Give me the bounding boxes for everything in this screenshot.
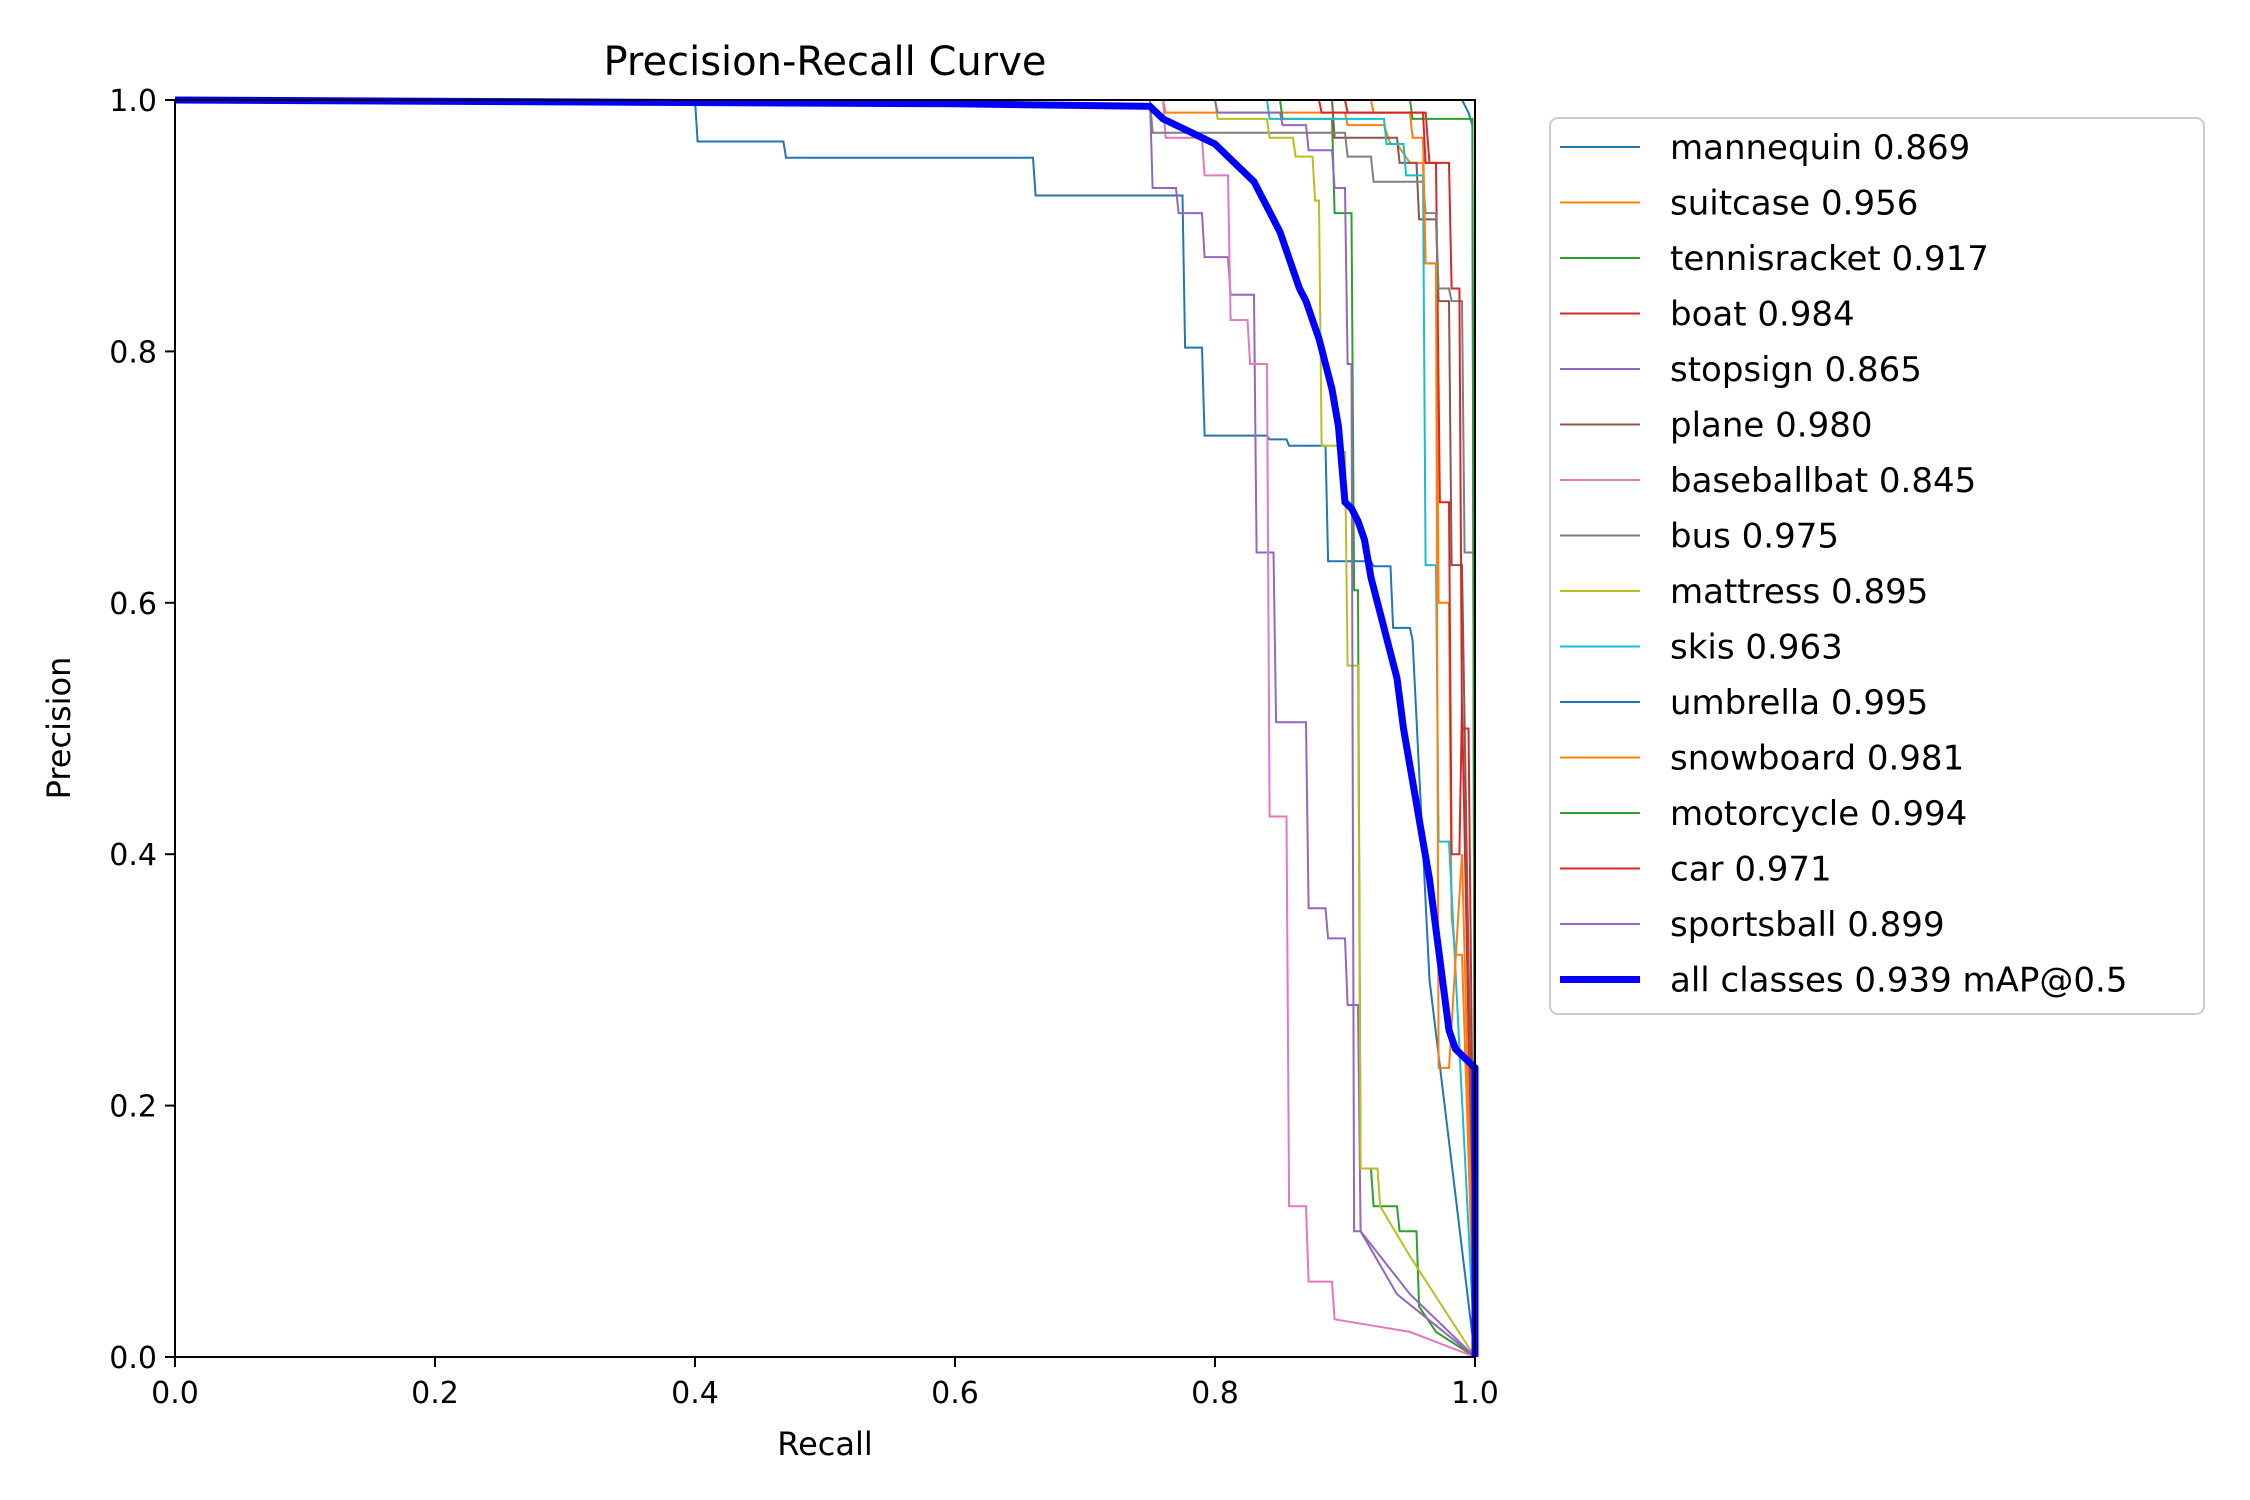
y-tick-label: 0.6: [109, 587, 157, 622]
legend-item: car 0.971: [1560, 850, 1832, 890]
legend-label: tennisracket 0.917: [1670, 239, 1989, 279]
legend-item: mannequin 0.869: [1560, 128, 1970, 168]
legend-item: plane 0.980: [1560, 406, 1872, 446]
x-tick-label: 0.4: [671, 1376, 719, 1411]
series-line-boat: [175, 99, 1476, 1358]
legend-label: motorcycle 0.994: [1670, 794, 1967, 834]
legend-item: baseballbat 0.845: [1560, 461, 1976, 501]
legend-item: umbrella 0.995: [1560, 683, 1928, 723]
legend-label: suitcase 0.956: [1670, 184, 1918, 224]
series-line-sportsball: [175, 99, 1476, 1358]
x-tick-label: 0.2: [411, 1376, 459, 1411]
legend-item: tennisracket 0.917: [1560, 239, 1989, 279]
series-line-mattress: [175, 99, 1476, 1358]
plot-area: [174, 96, 1479, 1358]
legend-item: motorcycle 0.994: [1560, 794, 1967, 834]
y-tick-label: 0.8: [109, 335, 157, 370]
legend-label: all classes 0.939 mAP@0.5: [1670, 961, 2127, 1001]
legend-label: mattress 0.895: [1670, 572, 1928, 612]
legend-item: sportsball 0.899: [1560, 905, 1945, 945]
x-tick-label: 0.8: [1191, 1376, 1239, 1411]
legend: mannequin 0.869 suitcase 0.956 tennisracke…: [1549, 117, 2205, 1015]
plot-frame: [174, 99, 1476, 1358]
legend-item: snowboard 0.981: [1560, 739, 1964, 779]
legend-label: baseballbat 0.845: [1670, 461, 1976, 501]
plot-background: [175, 100, 1475, 1357]
y-tick-label: 0.0: [109, 1341, 157, 1376]
legend-label: stopsign 0.865: [1670, 350, 1922, 390]
legend-label: car 0.971: [1670, 850, 1832, 890]
y-tick-label: 0.4: [109, 838, 157, 873]
legend-label: bus 0.975: [1670, 517, 1839, 557]
y-axis-title: Precision: [40, 657, 78, 800]
legend-label: umbrella 0.995: [1670, 683, 1928, 723]
legend-item: skis 0.963: [1560, 628, 1843, 668]
legend-label: sportsball 0.899: [1670, 905, 1945, 945]
legend-item: boat 0.984: [1560, 295, 1855, 335]
legend-label: mannequin 0.869: [1670, 128, 1970, 168]
legend-item: mattress 0.895: [1560, 572, 1928, 612]
series-line-car: [175, 99, 1476, 1358]
legend-frame: [1549, 117, 2205, 1015]
legend-item: bus 0.975: [1560, 517, 1839, 557]
x-axis: 0.0 0.2 0.4 0.6 0.8 1.0: [151, 1357, 1499, 1411]
legend-label: skis 0.963: [1670, 628, 1843, 668]
x-tick-label: 0.0: [151, 1376, 199, 1411]
legend-label: plane 0.980: [1670, 406, 1872, 446]
legend-label: snowboard 0.981: [1670, 739, 1964, 779]
series-layer: [174, 96, 1479, 1358]
x-axis-title: Recall: [777, 1425, 872, 1463]
legend-item: stopsign 0.865: [1560, 350, 1922, 390]
y-axis: 0.0 0.2 0.4 0.6 0.8 1.0: [109, 84, 175, 1376]
chart-title: Precision-Recall Curve: [604, 39, 1047, 85]
x-tick-label: 0.6: [931, 1376, 979, 1411]
legend-item: all classes 0.939 mAP@0.5: [1560, 961, 2127, 1001]
series-line-stopsign: [175, 99, 1476, 1358]
series-line-all-classes: [174, 96, 1479, 1357]
series-line-mannequin: [175, 99, 1476, 1358]
y-tick-label: 1.0: [109, 84, 157, 119]
legend-label: boat 0.984: [1670, 295, 1855, 335]
x-tick-label: 1.0: [1451, 1376, 1499, 1411]
series-line-plane: [175, 99, 1476, 1358]
legend-items: mannequin 0.869 suitcase 0.956 tennisracke…: [1560, 128, 2127, 1001]
legend-item: suitcase 0.956: [1560, 184, 1918, 224]
y-tick-label: 0.2: [109, 1090, 157, 1125]
